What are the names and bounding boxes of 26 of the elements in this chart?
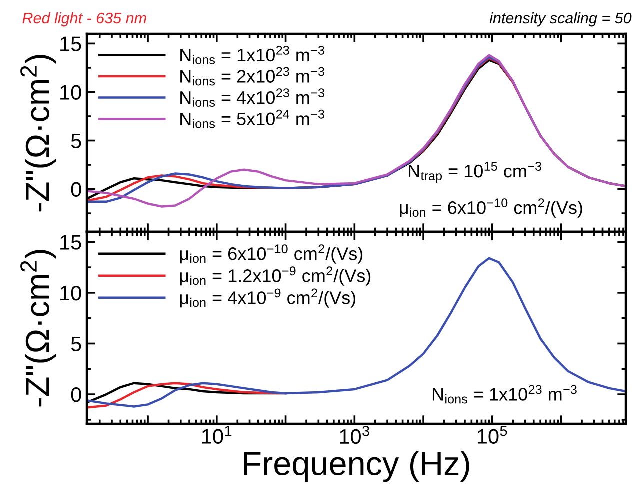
legend-label: N$_{ions}$ = 2x10$^{23}$ m$^{−3}$ (180, 67, 324, 86)
y-axis-title: -Z"(Ω·cm$^{2}$) (20, 55, 56, 212)
y-tick-label: 5 (71, 336, 82, 352)
annotation: N$_{ions}$ = 1x10$^{23}$ m$^{−3}$ (432, 385, 577, 404)
y-axis-title: -Z"(Ω·cm$^{2}$) (20, 250, 56, 407)
y-tick-label: 15 (60, 36, 82, 52)
x-tick-label: 10$^{3}$ (340, 426, 370, 444)
y-tick-label: 10 (60, 286, 82, 301)
text: Red light - 635 nm (22, 12, 146, 27)
annotation: N$_{trap}$ = 10$^{15}$ cm$^{−3}$ (409, 162, 542, 184)
legend-label: N$_{ions}$ = 5x10$^{24}$ m$^{−3}$ (180, 110, 324, 128)
y-tick-label: 0 (71, 388, 82, 402)
legend-label: N$_{ions}$ = 4x10$^{23}$ m$^{−3}$ (180, 88, 324, 108)
y-tick-label: 15 (60, 235, 82, 250)
legend-label: μ$_{ion}$ = 6x10$^{−10}$ cm$^{2}$/(Vs) (180, 244, 363, 264)
y-tick-label: 5 (71, 134, 82, 149)
x-axis-title: Frequency (Hz) (244, 451, 470, 482)
legend-label: μ$_{ion}$ = 4x10$^{−9}$ cm$^{2}$/(Vs) (180, 288, 356, 308)
legend-label: μ$_{ion}$ = 1.2x10$^{−9}$ cm$^{2}$/(Vs) (180, 266, 371, 286)
annotation: μ$_{ion}$ = 6x10$^{−10}$ cm$^{2}$/(Vs) (400, 198, 582, 218)
x-tick-label: 10$^{1}$ (202, 426, 232, 444)
y-tick-label: 10 (60, 85, 82, 100)
x-tick-label: 10$^{5}$ (478, 426, 508, 444)
text: intensity scaling = 50 (490, 12, 632, 27)
y-tick-label: 0 (71, 182, 82, 198)
legend-label: N$_{ions}$ = 1x10$^{23}$ m$^{−3}$ (180, 46, 324, 64)
